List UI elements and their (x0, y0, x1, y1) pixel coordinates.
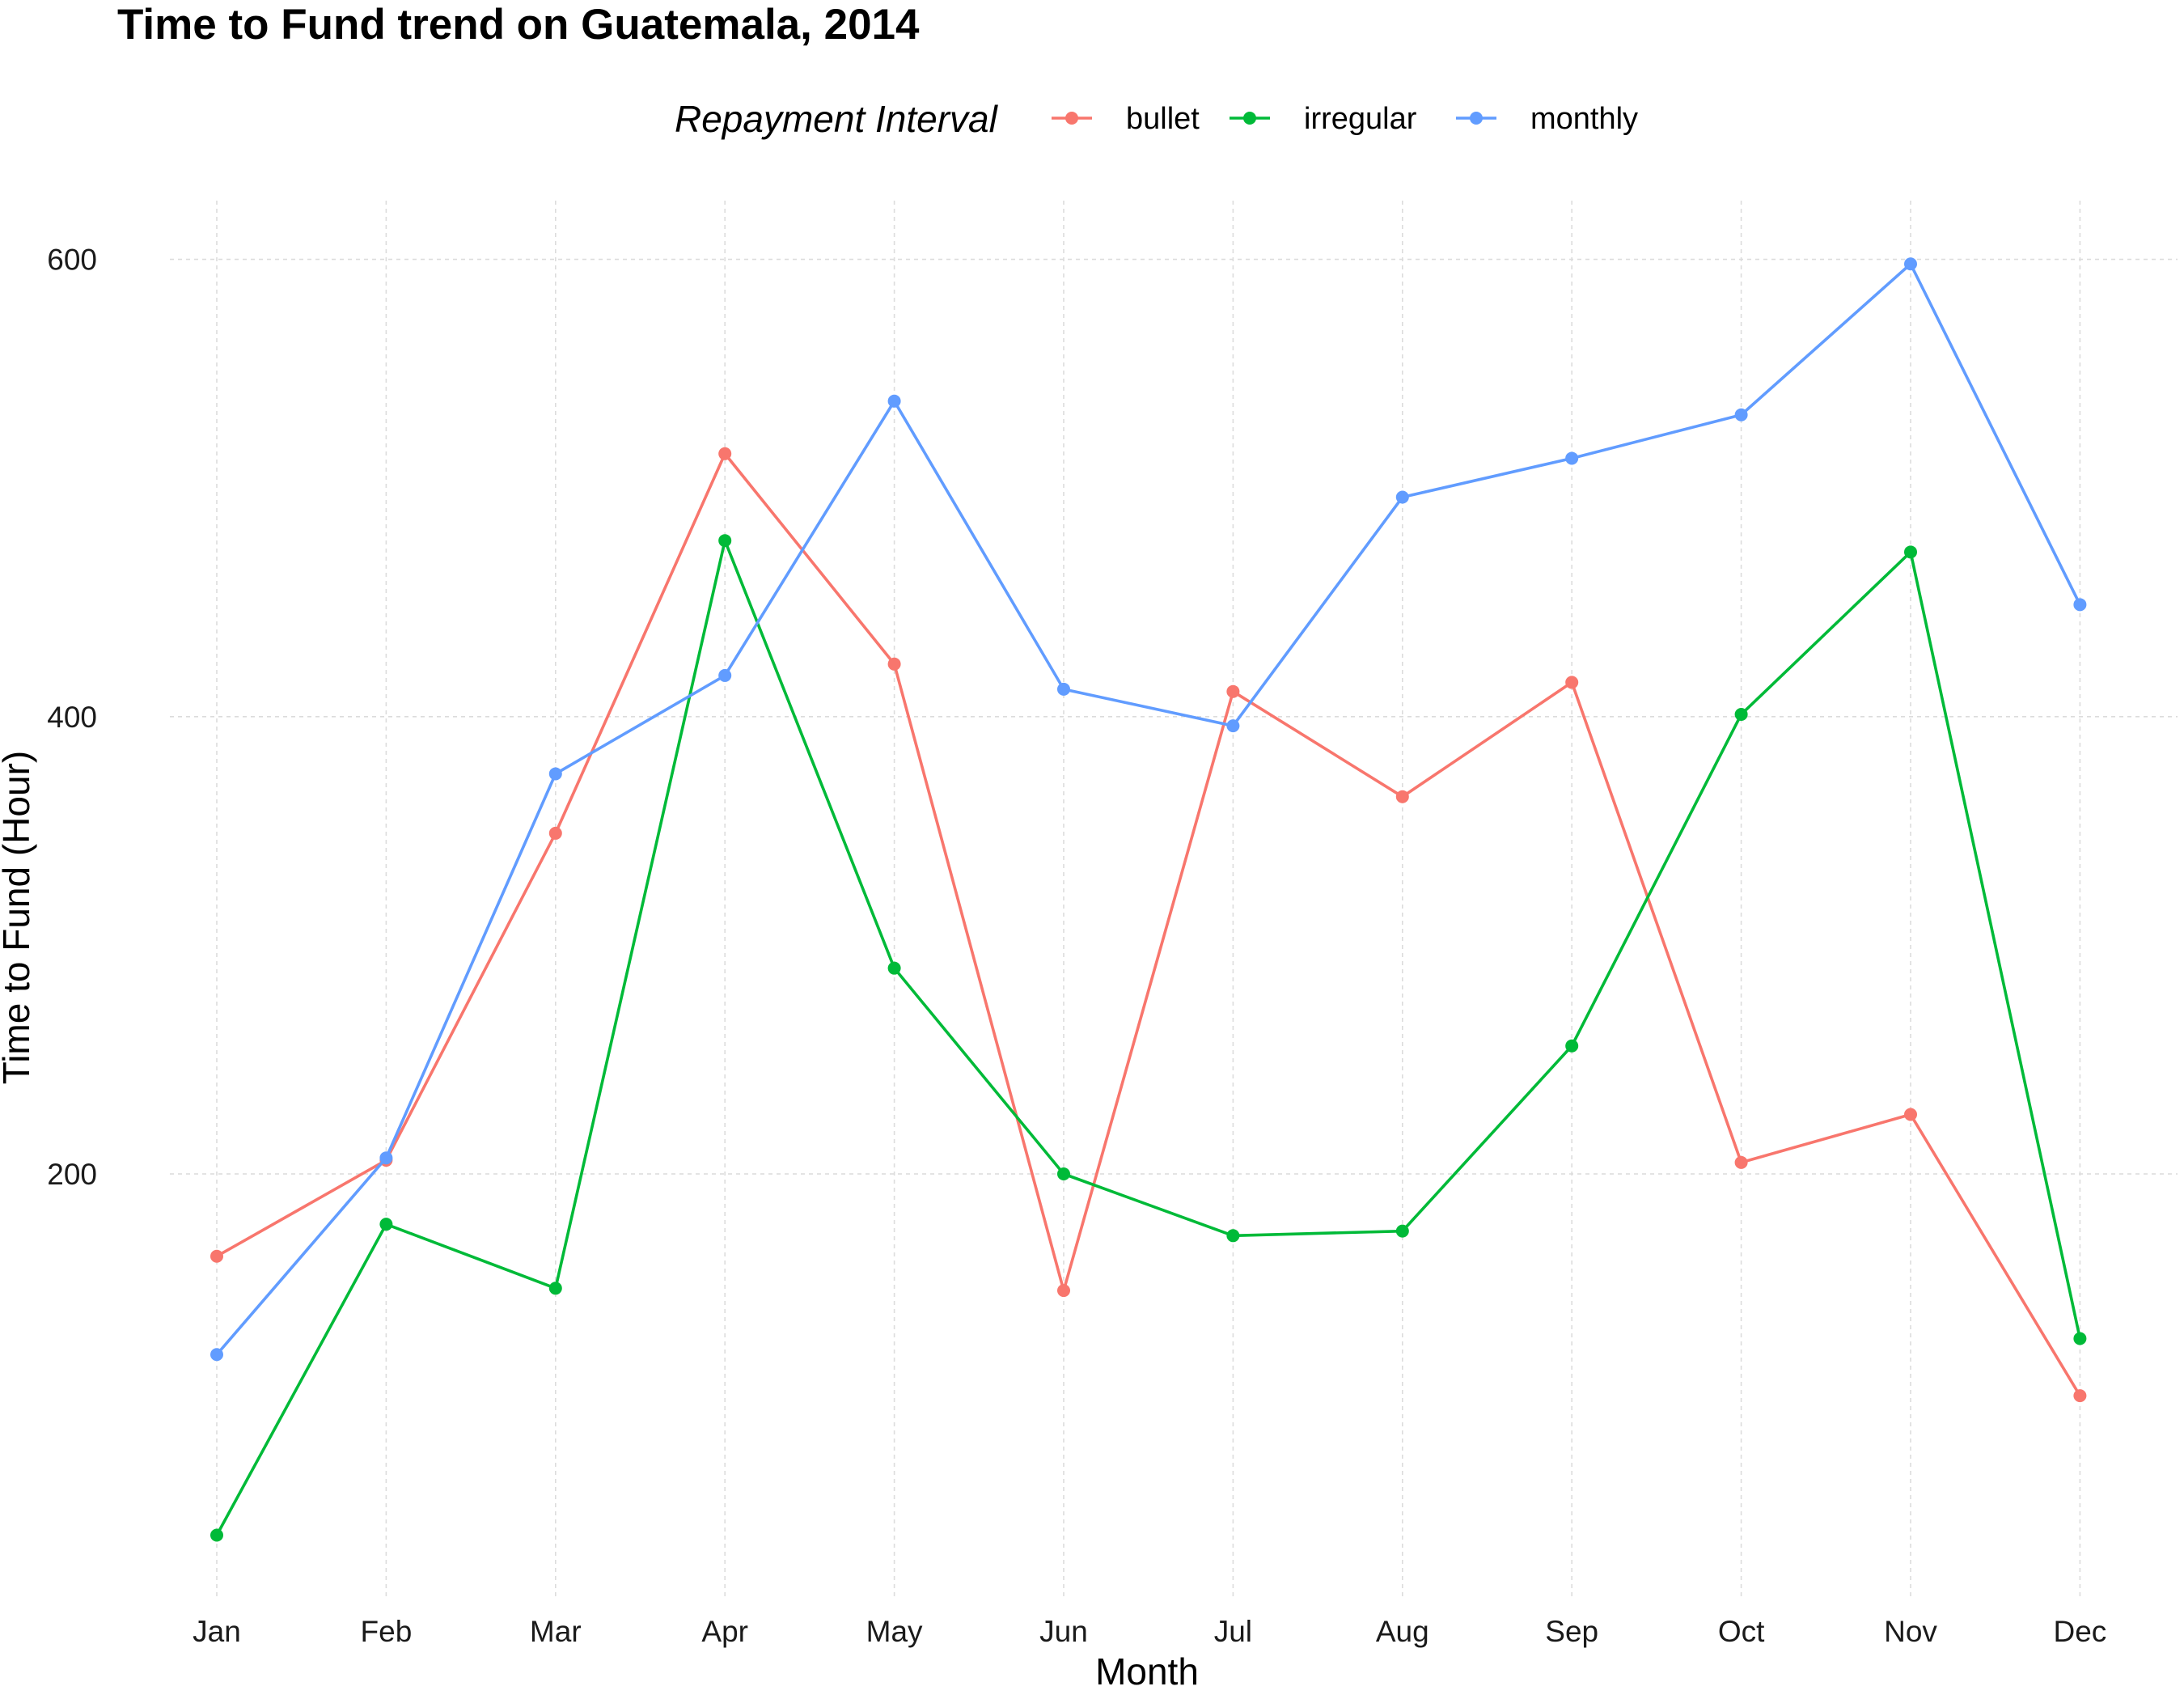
data-point-monthly (1734, 408, 1748, 422)
data-point-bullet (1904, 1108, 1917, 1121)
data-point-bullet (887, 657, 901, 671)
data-point-bullet (210, 1249, 223, 1263)
data-point-monthly (718, 668, 732, 682)
data-point-irregular (1057, 1167, 1070, 1180)
x-tick-label: Jun (1039, 1615, 1088, 1648)
legend: Repayment Interval bullet irregular monthl… (675, 98, 1638, 140)
series-monthly (210, 257, 2087, 1362)
y-tick-label: 400 (47, 701, 97, 734)
data-point-irregular (718, 534, 732, 548)
legend-item-monthly: monthly (1456, 102, 1638, 136)
x-tick-label: Jan (193, 1615, 241, 1648)
data-point-bullet (1057, 1284, 1070, 1298)
data-point-irregular (210, 1528, 223, 1542)
x-tick-label: May (866, 1615, 923, 1648)
y-tick-label: 600 (47, 244, 97, 277)
data-point-monthly (1057, 682, 1070, 696)
data-point-monthly (1395, 490, 1409, 504)
data-point-monthly (379, 1151, 393, 1165)
data-point-irregular (887, 961, 901, 975)
data-point-irregular (379, 1218, 393, 1231)
legend-label: bullet (1126, 102, 1200, 136)
data-point-monthly (887, 394, 901, 408)
y-tick-label: 200 (47, 1158, 97, 1191)
series-line-monthly (215, 262, 2082, 1357)
chart-title: Time to Fund trend on Guatemala, 2014 (117, 1, 920, 49)
data-point-irregular (1734, 707, 1748, 721)
y-axis-title: Time to Fund (Hour) (0, 751, 37, 1084)
x-tick-label: Feb (361, 1615, 413, 1648)
series-layer (210, 257, 2087, 1542)
legend-key-point (1243, 112, 1256, 125)
data-point-bullet (1734, 1155, 1748, 1169)
data-point-bullet (2073, 1389, 2087, 1403)
data-point-monthly (210, 1348, 223, 1362)
data-point-irregular (1226, 1229, 1240, 1243)
data-point-bullet (718, 447, 732, 460)
data-point-bullet (548, 826, 562, 840)
data-point-bullet (1395, 790, 1409, 803)
legend-key-point (1065, 112, 1078, 125)
data-point-irregular (548, 1282, 562, 1295)
x-tick-label: Apr (701, 1615, 748, 1648)
data-point-monthly (1226, 719, 1240, 733)
series-line-bullet (215, 452, 2082, 1397)
data-point-monthly (2073, 598, 2087, 612)
legend-item-irregular: irregular (1230, 102, 1417, 136)
data-point-monthly (548, 767, 562, 781)
data-point-irregular (1395, 1224, 1409, 1238)
data-point-bullet (1565, 676, 1579, 689)
x-tick-label: Nov (1884, 1615, 1937, 1648)
data-point-irregular (2073, 1332, 2087, 1345)
x-tick-label: Sep (1545, 1615, 1598, 1648)
legend-label: monthly (1530, 102, 1638, 136)
data-point-monthly (1904, 257, 1917, 271)
gridlines (170, 201, 2178, 1598)
legend-item-bullet: bullet (1052, 102, 1200, 136)
y-axis-ticks: 200 400 600 (47, 244, 97, 1191)
x-tick-label: Oct (1718, 1615, 1765, 1648)
data-point-irregular (1904, 545, 1917, 559)
series-line-irregular (215, 539, 2082, 1537)
data-point-monthly (1565, 451, 1579, 465)
x-tick-label: Aug (1376, 1615, 1429, 1648)
x-tick-label: Jul (1214, 1615, 1252, 1648)
data-point-bullet (1226, 684, 1240, 698)
series-irregular (210, 534, 2087, 1542)
legend-title: Repayment Interval (675, 98, 999, 140)
data-point-irregular (1565, 1039, 1579, 1053)
x-tick-label: Dec (2053, 1615, 2106, 1648)
series-bullet (210, 447, 2087, 1403)
legend-label: irregular (1304, 102, 1417, 136)
x-axis-ticks: Jan Feb Mar Apr May Jun Jul Aug Sep Oct Nov Dec (193, 1615, 2106, 1648)
x-tick-label: Mar (530, 1615, 582, 1648)
x-axis-title: Month (1095, 1650, 1199, 1693)
legend-key-point (1470, 112, 1483, 125)
